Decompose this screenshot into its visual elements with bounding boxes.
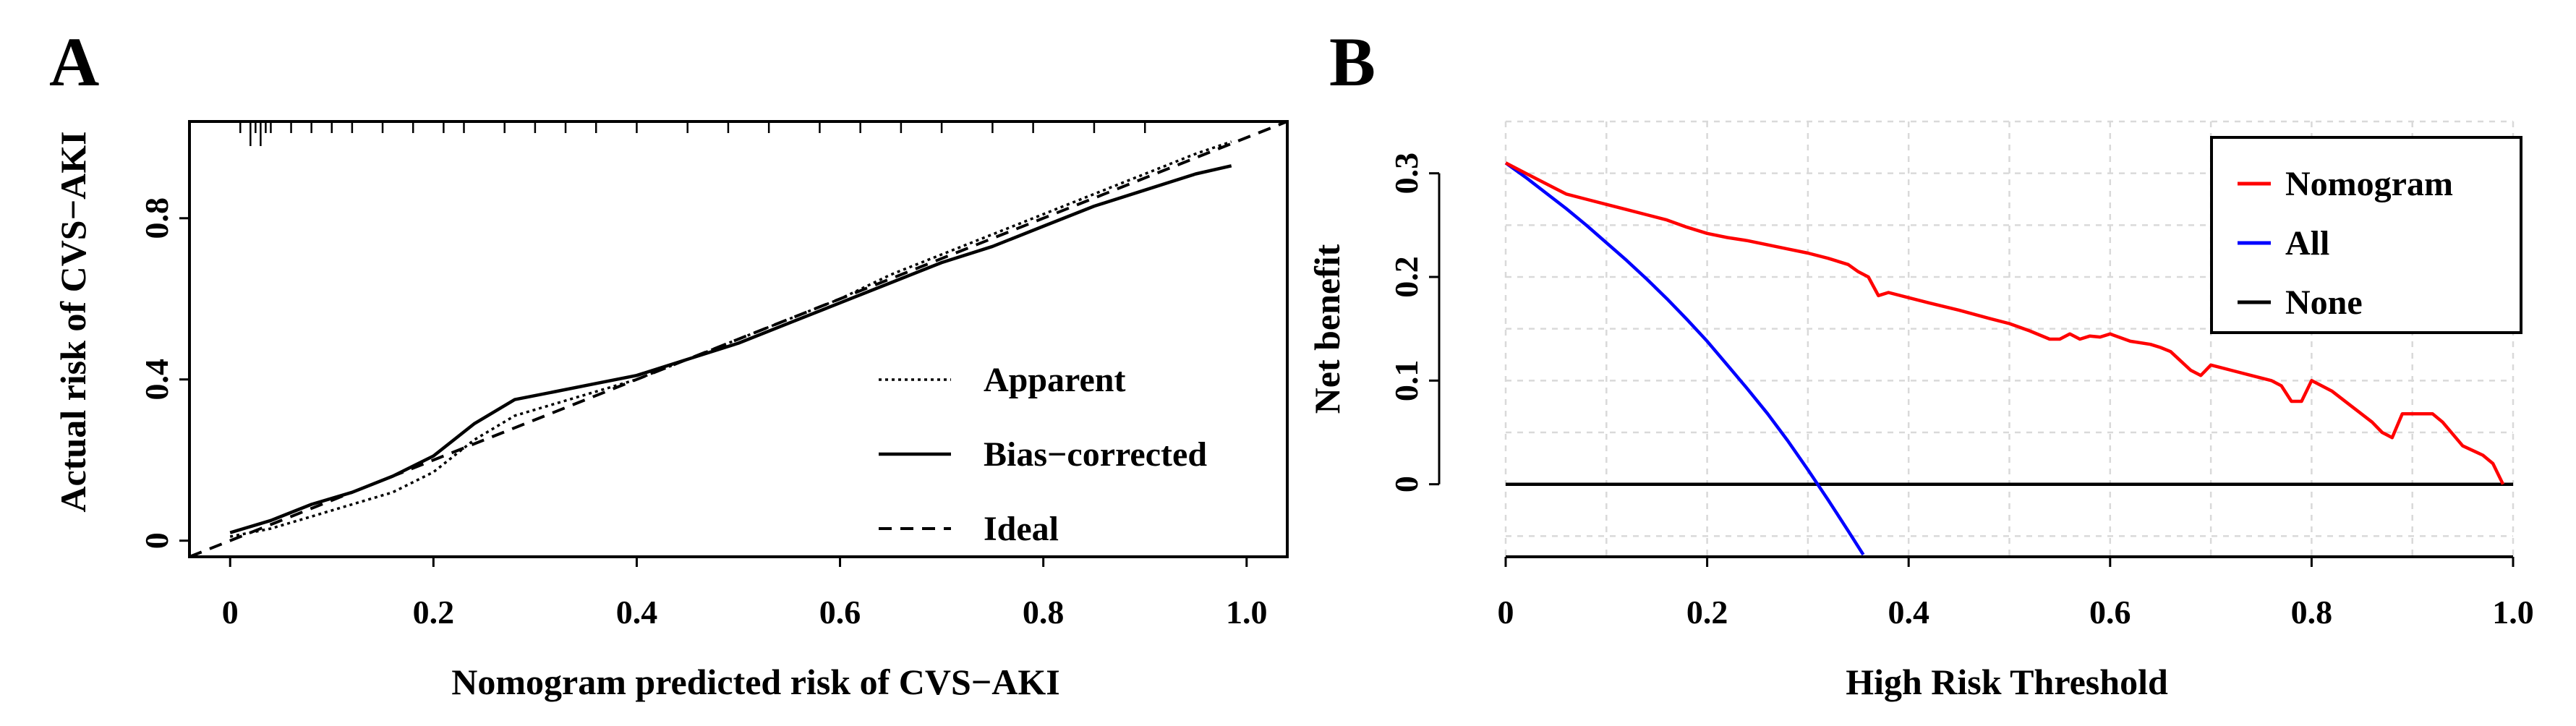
panel-b-label: B	[1329, 23, 1376, 101]
panel-a-legend-label-bias-corrected: Bias−corrected	[984, 435, 1207, 474]
panel-b-x-tick-label: 0	[1498, 594, 1514, 631]
decision-curve-plot: 0 0.2 0.4 0.6 0.8 1.0 0 0.1 0.2 0.3 Nomogram All Non…	[1388, 120, 2534, 631]
panel-a-series-bias-corrected	[229, 164, 1232, 534]
panel-b-series-all	[1504, 161, 1865, 556]
panel-a-label: A	[49, 23, 99, 101]
panel-a-x-tick-label: 0.2	[413, 594, 455, 631]
panel-b-legend-label-nomogram: Nomogram	[2285, 165, 2453, 203]
panel-a-x-tick-label: 0.6	[819, 594, 861, 631]
panel-a-y-tick-label: 0.8	[138, 197, 175, 239]
panel-a-x-tick-label: 0.4	[616, 594, 658, 631]
panel-b-legend-label-none: None	[2285, 283, 2363, 322]
panel-b-y-tick-label: 0.3	[1388, 153, 1425, 195]
panel-a-x-axis-label: Nomogram predicted risk of CVS−AKI	[451, 662, 1059, 702]
panel-b-x-tick-label: 0.4	[1888, 594, 1929, 631]
panel-b-x-tick-label: 0.6	[2089, 594, 2131, 631]
panel-a-x-tick-label: 0.8	[1023, 594, 1065, 631]
panel-b-y-axis-label: Net benefit	[1307, 244, 1347, 414]
panel-a-y-axis-label: Actual risk of CVS−AKI	[53, 131, 93, 512]
panel-b-x-axis-label: High Risk Threshold	[1846, 662, 2168, 702]
panel-a-legend-label-apparent: Apparent	[984, 361, 1125, 399]
panel-b-y-tick-label: 0.1	[1388, 360, 1425, 402]
panel-b-y-tick-label: 0.2	[1388, 256, 1425, 298]
panel-a-plot-frame	[188, 120, 1289, 558]
panel-b-legend-box	[2210, 136, 2522, 334]
panel-b-x-tick-label: 0.8	[2291, 594, 2333, 631]
panel-a-x-tick-label: 1.0	[1226, 594, 1268, 631]
panel-a-x-tick-label: 0	[222, 594, 239, 631]
panel-b-legend-label-all: All	[2285, 224, 2329, 262]
panel-a-legend-label-ideal: Ideal	[984, 510, 1059, 548]
panel-b-x-tick-label: 1.0	[2492, 594, 2534, 631]
panel-a-y-tick-label: 0	[138, 532, 175, 549]
panel-b-y-tick-label: 0	[1388, 476, 1425, 492]
calibration-plot: 0 0.2 0.4 0.6 0.8 1.0 0 0.4 0.8 Apparent Bias−corr…	[138, 120, 1289, 631]
panel-b-series-nomogram	[1504, 161, 2505, 485]
panel-b-x-tick-label: 0.2	[1686, 594, 1728, 631]
panel-a-series-ideal	[189, 120, 1288, 558]
panel-a-series-apparent	[229, 140, 1232, 538]
panel-a-y-tick-label: 0.4	[138, 359, 175, 401]
